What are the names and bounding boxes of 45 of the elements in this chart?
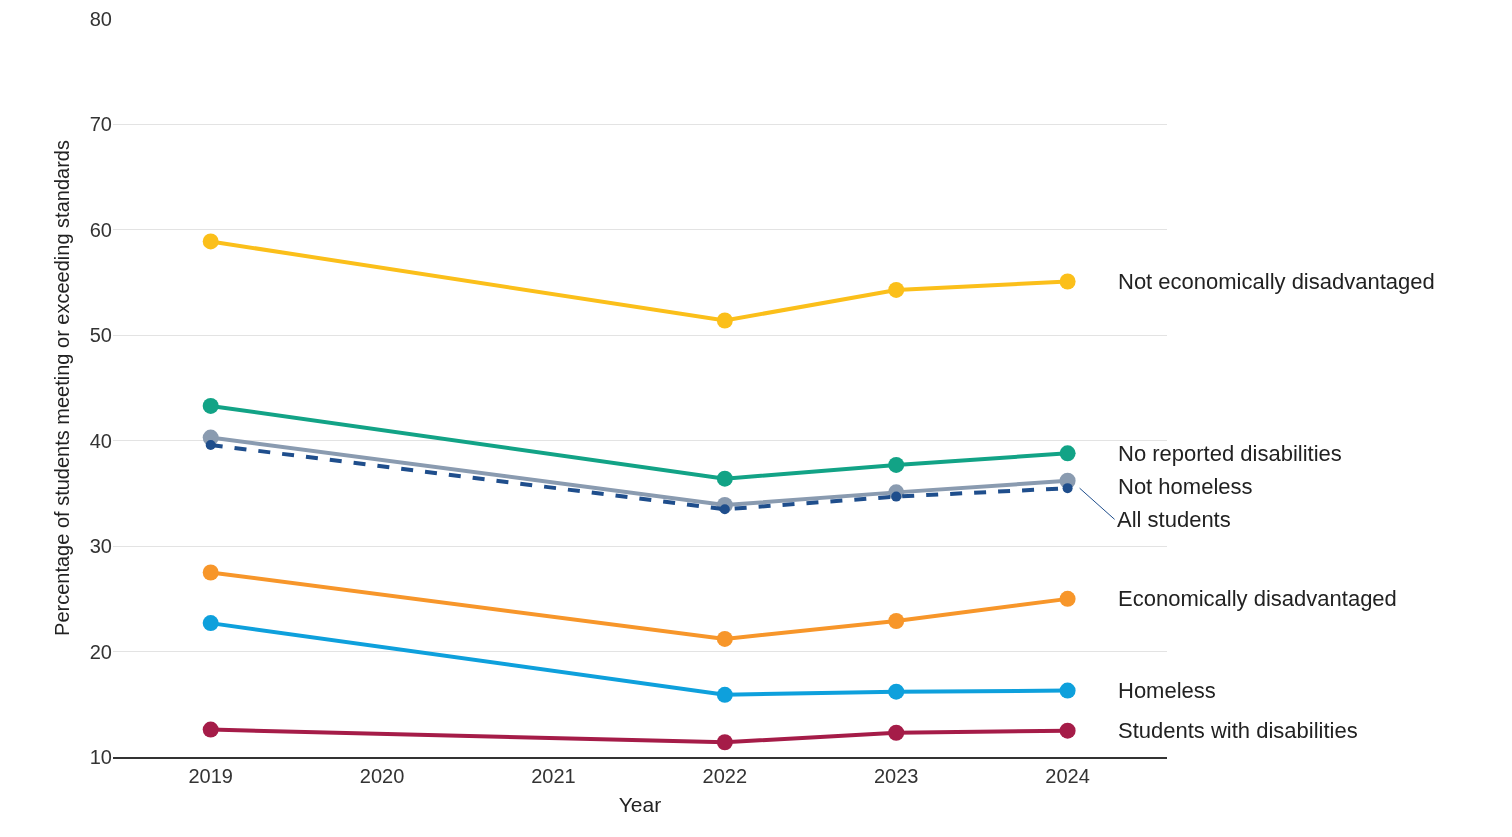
point (716, 686, 733, 703)
y-tick-label: 60 (89, 218, 112, 241)
series-label: Students with disabilities (1118, 718, 1358, 743)
point (1062, 483, 1073, 494)
point (888, 613, 905, 629)
y-tick-label: 50 (89, 324, 112, 347)
x-axis-title: Year (618, 793, 662, 817)
point (1059, 722, 1076, 739)
point (1059, 445, 1076, 462)
point (202, 615, 219, 632)
point (1059, 590, 1076, 607)
y-tick-label: 80 (89, 8, 112, 30)
y-tick-label: 40 (89, 429, 112, 452)
point (1059, 273, 1076, 290)
point (205, 439, 216, 450)
point (716, 470, 733, 487)
series-label: Not homeless (1118, 474, 1253, 499)
x-tick-label: 2021 (531, 764, 576, 787)
y-axis-title: Percentage of students meeting or exceeding standards (51, 140, 74, 636)
point (716, 312, 733, 329)
x-tick-label: 2023 (873, 764, 919, 787)
x-tick-label: 2024 (1045, 764, 1090, 787)
point (202, 721, 219, 738)
point (1059, 682, 1076, 699)
x-tick-label: 2019 (188, 764, 233, 787)
y-tick-label: 10 (89, 746, 112, 768)
series-label: Economically disadvantaged (1118, 586, 1397, 611)
point (888, 683, 905, 700)
point (716, 734, 733, 751)
point (888, 456, 905, 473)
point (888, 724, 905, 741)
series-label: Not economically disadvantaged (1118, 269, 1435, 294)
point (716, 630, 733, 647)
point (202, 397, 219, 414)
y-tick-label: 30 (89, 535, 112, 558)
x-tick-label: 2022 (702, 764, 748, 787)
series-label: Homeless (1118, 678, 1216, 703)
y-tick-label: 20 (89, 640, 112, 663)
point (888, 281, 905, 298)
text: All students (1117, 507, 1231, 532)
point (202, 233, 219, 250)
y-tick-label: 70 (89, 113, 112, 136)
x-tick-label: 2020 (359, 764, 405, 787)
point (202, 564, 219, 581)
series-label: No reported disabilities (1118, 441, 1342, 466)
